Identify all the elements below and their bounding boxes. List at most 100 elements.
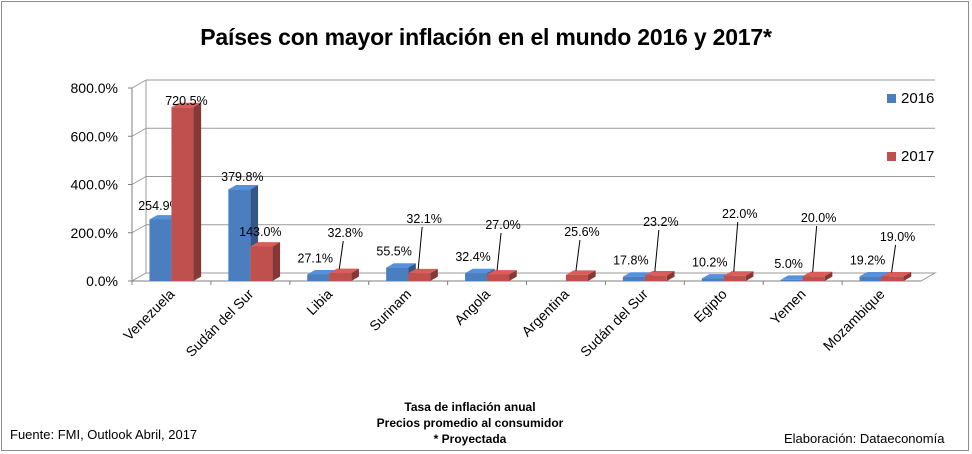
bar-side-2017: [903, 272, 912, 281]
x-tick-label: Sudán del Sur: [182, 286, 256, 360]
bar-2017: [644, 275, 667, 281]
label-leader: [417, 226, 423, 270]
bar-2017: [408, 273, 431, 281]
label-leader: [338, 240, 344, 270]
legend-swatch: [887, 152, 896, 161]
label-leader: [654, 229, 660, 272]
center-note: Tasa de inflación anual Precios promedio…: [330, 399, 610, 447]
bar-2017: [881, 276, 904, 281]
y-tick-label: 0.0%: [86, 273, 118, 289]
bar-top-2017: [723, 271, 754, 276]
bar-2017: [329, 273, 352, 281]
data-label: 20.0%: [801, 211, 836, 225]
bar-top-2016: [465, 268, 495, 274]
bar-top-2017: [802, 271, 833, 277]
bar-top-2017: [565, 270, 596, 275]
grid-diagonal: [131, 79, 147, 89]
bar-top-2017: [487, 270, 517, 275]
bar-side-2017: [272, 242, 281, 281]
bar-top-2016: [228, 184, 259, 190]
note-line-2: Precios promedio al consumidor: [376, 416, 564, 430]
bar-side-2017: [430, 268, 438, 281]
bar-top-2016: [859, 271, 890, 277]
data-label: 27.0%: [485, 218, 520, 232]
data-label: 720.5%: [165, 94, 207, 108]
bar-2016: [228, 189, 251, 281]
bar-top-2017: [881, 272, 912, 277]
bar-top-2017: [408, 268, 438, 274]
data-label: 32.8%: [328, 226, 363, 240]
bar-top-2017: [250, 242, 281, 247]
label-leader: [891, 244, 897, 273]
x-tick-label: Sudán del Sur: [577, 286, 651, 360]
data-label: 27.1%: [298, 251, 333, 265]
bar-2016: [701, 278, 724, 281]
data-label: 254.9%: [138, 199, 180, 213]
data-label: 23.2%: [643, 215, 678, 229]
credit-note: Elaboración: Dataeconomía: [784, 431, 945, 446]
bar-top-2017: [329, 268, 359, 274]
x-tick-label: Surinam: [366, 286, 414, 334]
legend-label: 2017: [901, 148, 934, 165]
data-label: 19.2%: [850, 253, 885, 267]
bar-2016: [386, 267, 409, 281]
grid-diagonal: [131, 127, 147, 137]
label-leader: [575, 239, 581, 271]
bar-2017: [802, 276, 825, 281]
x-tick-label: Venezuela: [120, 286, 178, 344]
data-label: 32.4%: [455, 250, 490, 264]
bar-2016: [307, 274, 330, 281]
bar-side-2017: [193, 102, 202, 281]
x-tick-label: Libia: [303, 286, 335, 318]
bar-2016: [780, 279, 803, 281]
bar-side-2017: [666, 271, 675, 281]
data-label: 25.6%: [564, 225, 599, 239]
bar-2016: [149, 219, 172, 281]
bar-top-2017: [644, 271, 675, 276]
x-tick-label: Egipto: [690, 286, 730, 326]
bar-2017: [250, 246, 273, 281]
legend-swatch: [887, 94, 896, 103]
grid-diagonal: [131, 176, 147, 185]
bar-top-2016: [386, 263, 416, 268]
bar-side-2017: [351, 268, 359, 281]
y-tick-label: 600.0%: [71, 128, 118, 144]
legend-label: 2016: [901, 90, 934, 107]
chart-title: Países con mayor inflación en el mundo 2…: [200, 24, 772, 50]
data-label: 379.8%: [221, 170, 263, 184]
bar-2017: [723, 275, 746, 281]
data-label: 10.2%: [692, 256, 727, 270]
bar-side-2017: [587, 270, 596, 281]
data-label: 143.0%: [239, 225, 281, 239]
data-label: 19.0%: [880, 230, 915, 244]
bar-2017: [171, 107, 194, 281]
bar-2016: [622, 276, 645, 281]
y-tick-label: 800.0%: [71, 80, 118, 96]
bar-2017: [565, 274, 588, 281]
bar-side-2017: [509, 270, 517, 281]
data-label: 32.1%: [406, 212, 441, 226]
y-tick-label: 200.0%: [71, 225, 118, 241]
label-leader: [733, 221, 739, 272]
source-note: Fuente: FMI, Outlook Abril, 2017: [10, 427, 198, 442]
bar-side-2017: [824, 271, 833, 281]
bar-top-2017: [171, 102, 202, 108]
label-leader: [812, 225, 818, 273]
x-tick-label: Mozambique: [820, 286, 888, 354]
note-line-3: * Proyectada: [433, 432, 507, 446]
data-label: 55.5%: [376, 245, 411, 259]
data-label: 22.0%: [722, 207, 757, 221]
label-leader: [496, 232, 502, 271]
data-label: 17.8%: [613, 254, 648, 268]
bar-side-2017: [745, 271, 754, 281]
note-line-1: Tasa de inflación anual: [404, 400, 536, 414]
bar-2016: [859, 276, 882, 281]
bar-2017: [487, 274, 510, 281]
y-tick-label: 400.0%: [71, 177, 118, 193]
bar-2016: [465, 273, 488, 281]
x-tick-label: Argentina: [518, 286, 572, 340]
grid-diagonal: [131, 224, 147, 234]
data-label: 5.0%: [774, 257, 803, 271]
